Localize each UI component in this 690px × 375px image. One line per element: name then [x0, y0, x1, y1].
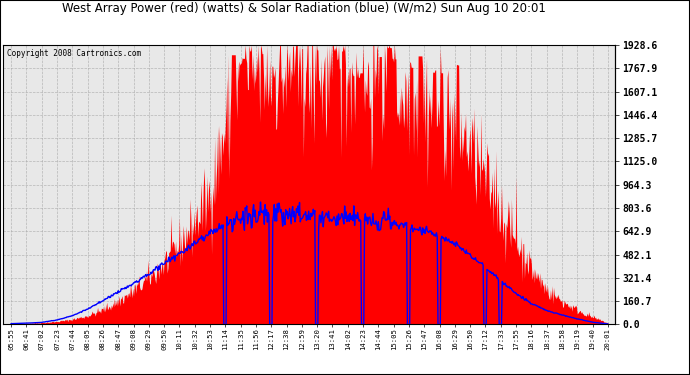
Text: Copyright 2008 Cartronics.com: Copyright 2008 Cartronics.com: [6, 49, 141, 58]
Text: West Array Power (red) (watts) & Solar Radiation (blue) (W/m2) Sun Aug 10 20:01: West Array Power (red) (watts) & Solar R…: [61, 2, 546, 15]
